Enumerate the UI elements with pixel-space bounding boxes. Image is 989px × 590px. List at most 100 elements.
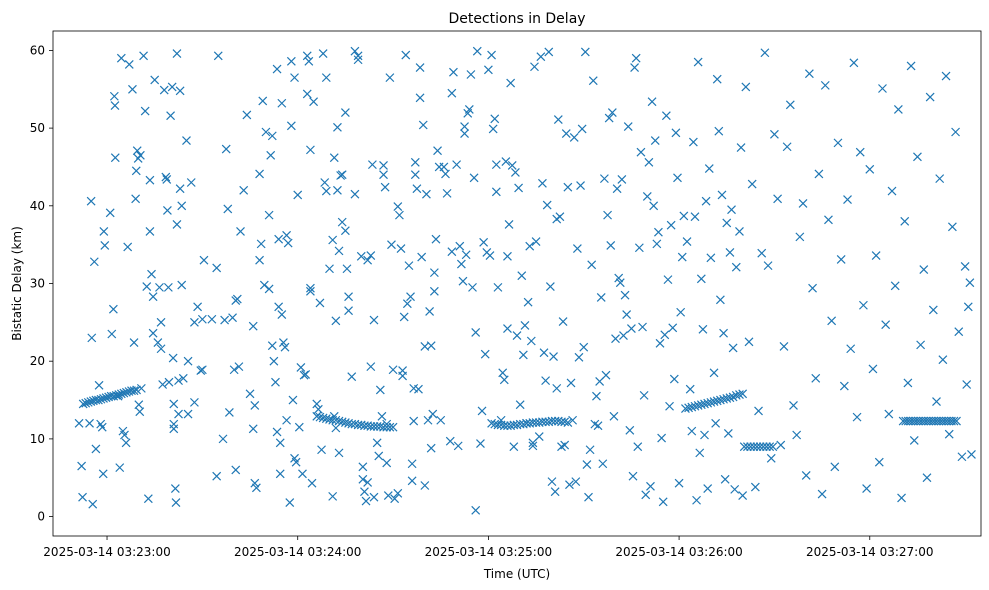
data-point	[464, 105, 474, 114]
data-point	[224, 408, 234, 417]
data-point	[714, 126, 724, 136]
data-point	[445, 436, 455, 446]
data-point	[712, 74, 722, 84]
data-point	[108, 304, 118, 314]
data-point	[163, 282, 173, 292]
data-point	[417, 252, 427, 262]
data-point	[528, 441, 538, 451]
data-point	[471, 328, 481, 337]
data-point	[86, 397, 96, 407]
x-tick-label: 2025-03-14 03:25:00	[425, 545, 552, 559]
data-point	[422, 189, 431, 199]
data-point	[455, 241, 465, 251]
data-point	[175, 86, 185, 96]
data-point	[321, 186, 331, 196]
data-point	[167, 82, 177, 92]
data-point	[900, 216, 910, 226]
data-point	[654, 227, 663, 237]
data-point	[579, 342, 589, 352]
data-point	[723, 429, 733, 438]
data-point	[553, 115, 563, 124]
data-point	[639, 390, 649, 400]
data-point	[412, 184, 422, 194]
data-point	[479, 237, 489, 247]
data-point	[741, 82, 751, 92]
data-point	[109, 391, 119, 401]
data-point	[913, 152, 922, 162]
data-point	[280, 342, 290, 352]
data-point	[916, 340, 926, 350]
data-point	[545, 282, 555, 292]
data-point	[547, 477, 557, 487]
y-axis-ticks: 0 10 20 30 40 50 60	[30, 43, 53, 524]
data-point	[377, 411, 387, 421]
data-point	[99, 394, 108, 403]
data-point	[730, 484, 740, 494]
data-point	[175, 184, 185, 194]
data-point	[110, 153, 120, 163]
data-point	[827, 316, 837, 326]
data-point	[503, 251, 512, 261]
data-point	[250, 478, 260, 488]
data-point	[131, 166, 141, 176]
data-point	[476, 439, 485, 448]
data-point	[514, 183, 524, 193]
data-point	[576, 181, 585, 191]
data-point	[843, 195, 852, 205]
data-point	[105, 208, 115, 218]
data-point	[735, 390, 744, 400]
data-point	[903, 378, 913, 388]
data-point	[515, 400, 525, 410]
data-point	[382, 419, 392, 429]
data-point	[331, 423, 341, 433]
data-point	[172, 220, 182, 229]
data-point	[363, 477, 373, 487]
data-point	[177, 201, 187, 211]
data-point	[255, 169, 264, 179]
data-point	[426, 341, 436, 351]
data-point	[94, 380, 104, 390]
data-point	[439, 162, 449, 172]
data-point	[666, 220, 676, 230]
data-point	[871, 251, 881, 260]
data-point	[156, 344, 166, 354]
data-point	[701, 196, 711, 206]
data-point	[178, 373, 188, 383]
data-point	[503, 324, 512, 333]
data-point	[498, 368, 508, 378]
data-point	[302, 89, 312, 99]
data-point	[128, 84, 137, 94]
data-point	[267, 131, 277, 141]
data-point	[744, 337, 754, 347]
data-point	[779, 342, 789, 351]
data-point	[109, 91, 119, 101]
data-point	[550, 487, 560, 497]
data-point	[306, 283, 315, 293]
data-point	[619, 331, 628, 340]
data-point	[250, 401, 260, 410]
data-point	[620, 290, 630, 300]
data-point	[399, 312, 409, 322]
data-point	[358, 474, 368, 484]
data-point	[186, 178, 196, 187]
data-point	[337, 217, 347, 227]
data-point	[547, 416, 557, 426]
data-point	[696, 274, 706, 284]
data-point	[668, 323, 678, 333]
data-point	[272, 427, 282, 437]
data-point	[334, 448, 344, 458]
data-point	[536, 52, 546, 62]
data-point	[566, 378, 576, 388]
data-point	[393, 488, 403, 498]
data-point	[420, 481, 430, 490]
data-point	[197, 314, 207, 324]
data-point	[407, 459, 417, 469]
data-point	[762, 442, 771, 452]
data-point	[760, 48, 770, 58]
data-point	[563, 182, 573, 192]
data-point	[234, 362, 244, 372]
data-point	[789, 401, 798, 410]
data-point	[951, 127, 960, 137]
data-point	[735, 227, 744, 236]
data-point	[801, 470, 811, 480]
